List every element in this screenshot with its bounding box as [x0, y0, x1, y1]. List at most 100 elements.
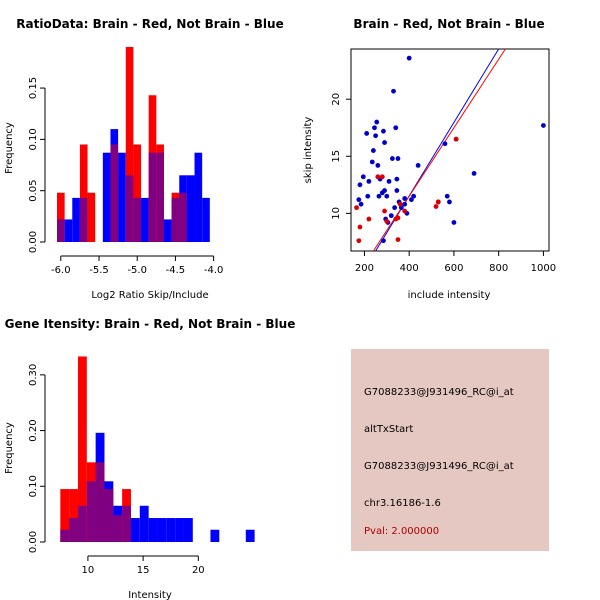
scatter-point-not-brain: [370, 148, 376, 153]
scatter-point-not-brain: [391, 88, 396, 94]
scatter-point-not-brain: [402, 196, 408, 201]
hist-bar-overlap: [179, 192, 187, 242]
scatter-point-not-brain: [369, 159, 375, 165]
scatter-point-brain: [395, 215, 401, 221]
scatter-point-not-brain: [386, 178, 392, 184]
x-tick-label: 20: [192, 565, 205, 576]
y-tick-label: 0.05: [28, 180, 39, 202]
y-tick-label: 20: [331, 93, 342, 106]
hist-bar: [141, 197, 149, 242]
hist-bar-overlap: [104, 489, 114, 542]
hist-bar: [166, 518, 176, 542]
ratio-hist-title: RatioData: Brain - Red, Not Brain - Blue: [16, 17, 283, 31]
hist-bar: [133, 144, 142, 242]
intensity-histogram: Gene Itensity: Brain - Red, Not Brain - …: [4, 317, 295, 600]
scatter-point-not-brain: [394, 188, 400, 193]
scatter-point-brain: [433, 204, 439, 209]
hist-bar: [87, 192, 96, 242]
scatter-point-not-brain: [373, 133, 379, 139]
probe-id: G7088233@J931496_RC@i_at: [364, 387, 514, 398]
intensity-hist-ylabel: Frequency: [4, 422, 15, 474]
x-tick-label: 10: [82, 565, 95, 576]
hist-bar-overlap: [113, 515, 123, 542]
scatter-point-not-brain: [382, 140, 387, 145]
hist-bar-overlap: [122, 505, 131, 542]
x-tick-label: -5.0: [127, 265, 147, 276]
scatter-point-not-brain: [415, 163, 421, 168]
intensity-hist-axes: 10 15 20 0.00 0.10 0.20 0.30: [28, 364, 205, 576]
x-tick-label: 800: [489, 263, 508, 274]
hist-bar-overlap: [69, 518, 78, 542]
scatter-point-not-brain: [372, 125, 377, 131]
scatter-point-brain: [356, 238, 362, 244]
y-tick-label: 0.10: [28, 128, 39, 150]
intensity-hist-xlabel: Intensity: [128, 590, 172, 600]
hist-bar: [57, 192, 65, 242]
scatter-point-brain: [395, 237, 401, 242]
fit-line-brain: [372, 48, 506, 252]
scatter-plot-frame: [350, 48, 550, 252]
scatter-point-not-brain: [388, 213, 394, 219]
scatter-point-not-brain: [384, 193, 390, 199]
scatter-point-not-brain: [357, 182, 363, 188]
hist-bar-overlap: [156, 152, 164, 242]
x-tick-label: -4.0: [204, 265, 224, 276]
scatter-point-not-brain: [392, 205, 398, 211]
x-tick-label: 600: [444, 263, 463, 274]
scatter-point-not-brain: [541, 123, 546, 128]
hist-bar: [163, 219, 172, 242]
hist-bar-overlap: [86, 481, 96, 542]
scatter-point-not-brain: [366, 178, 372, 184]
probe-info-panel: G7088233@J931496_RC@i_at altTxStart G708…: [351, 349, 549, 551]
hist-bar: [194, 152, 203, 242]
hist-bar-overlap: [171, 197, 180, 242]
intensity-scatter: Brain - Red, Not Brain - Blue 200 400 600 8…: [303, 17, 556, 301]
y-tick-label: 0.10: [28, 475, 39, 497]
hist-bar: [118, 152, 126, 242]
y-tick-label: 0.20: [28, 419, 39, 441]
ratio-hist-bars: [57, 47, 210, 242]
x-tick-label: 1000: [531, 263, 556, 274]
y-tick-label: 0.15: [28, 77, 39, 99]
hist-bar: [148, 518, 158, 542]
p-value: Pval: 2.000000: [364, 526, 440, 537]
hist-bar: [125, 47, 134, 242]
hist-bar: [202, 197, 210, 242]
ratio-hist-axes: -6.0 -5.5 -5.0 -4.5 -4.0 0.00 0.05 0.10 0.15: [28, 77, 223, 276]
ratio-hist-ylabel: Frequency: [4, 122, 15, 174]
scatter-point-not-brain: [393, 125, 399, 131]
hist-bar-overlap: [125, 175, 134, 242]
scatter-point-brain: [382, 208, 387, 214]
hist-bar-overlap: [148, 152, 157, 242]
hist-bar: [79, 144, 88, 242]
scatter-point-brain: [366, 216, 372, 222]
scatter-point-not-brain: [395, 156, 401, 161]
hist-bar-overlap: [133, 197, 142, 242]
hist-bar: [139, 505, 149, 542]
ratio-hist-xlabel: Log2 Ratio Skip/Include: [91, 290, 208, 301]
y-tick-label: 15: [331, 150, 342, 163]
genomic-location: chr3.16186-1.6: [364, 498, 441, 509]
scatter-point-not-brain: [447, 199, 452, 205]
y-tick-label: 0.30: [28, 364, 39, 386]
scatter-point-not-brain: [356, 197, 362, 203]
hist-bar: [130, 518, 140, 542]
scatter-point-not-brain: [471, 170, 477, 176]
scatter-point-not-brain: [409, 197, 414, 203]
hist-bar: [210, 529, 220, 542]
scatter-point-not-brain: [364, 131, 370, 136]
scatter-point-not-brain: [411, 193, 417, 199]
probe-id-repeat: G7088233@J931496_RC@i_at: [364, 461, 514, 472]
hist-bar-overlap: [79, 197, 88, 242]
scatter-ylabel: skip intensity: [303, 117, 314, 184]
intensity-hist-title: Gene Itensity: Brain - Red, Not Brain - …: [5, 317, 296, 331]
scatter-point-brain: [402, 208, 408, 214]
hist-bar-overlap: [60, 529, 70, 542]
scatter-point-brain: [435, 199, 441, 205]
hist-bar: [64, 219, 73, 242]
hist-bar: [245, 529, 255, 542]
x-tick-label: 200: [355, 263, 374, 274]
scatter-point-not-brain: [402, 201, 408, 207]
scatter-point-not-brain: [376, 193, 382, 199]
